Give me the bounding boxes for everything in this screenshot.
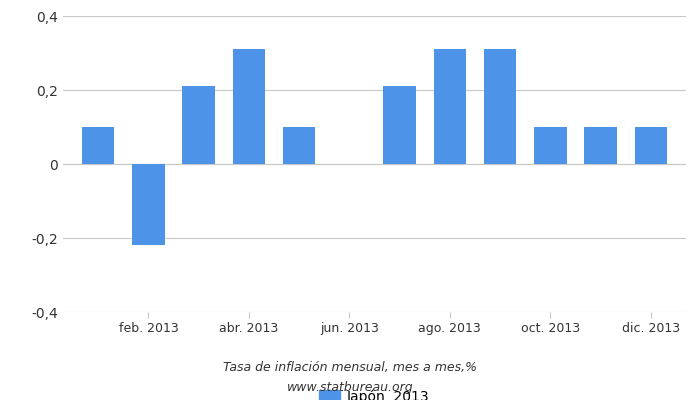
Text: www.statbureau.org: www.statbureau.org: [287, 381, 413, 394]
Bar: [433, 49, 466, 164]
Bar: [82, 127, 115, 164]
Bar: [232, 49, 265, 164]
Bar: [182, 86, 215, 164]
Bar: [384, 86, 416, 164]
Bar: [484, 49, 517, 164]
Legend: Japón, 2013: Japón, 2013: [314, 384, 435, 400]
Bar: [283, 127, 316, 164]
Bar: [132, 164, 164, 245]
Bar: [584, 127, 617, 164]
Bar: [534, 127, 567, 164]
Bar: [634, 127, 667, 164]
Text: Tasa de inflación mensual, mes a mes,%: Tasa de inflación mensual, mes a mes,%: [223, 361, 477, 374]
